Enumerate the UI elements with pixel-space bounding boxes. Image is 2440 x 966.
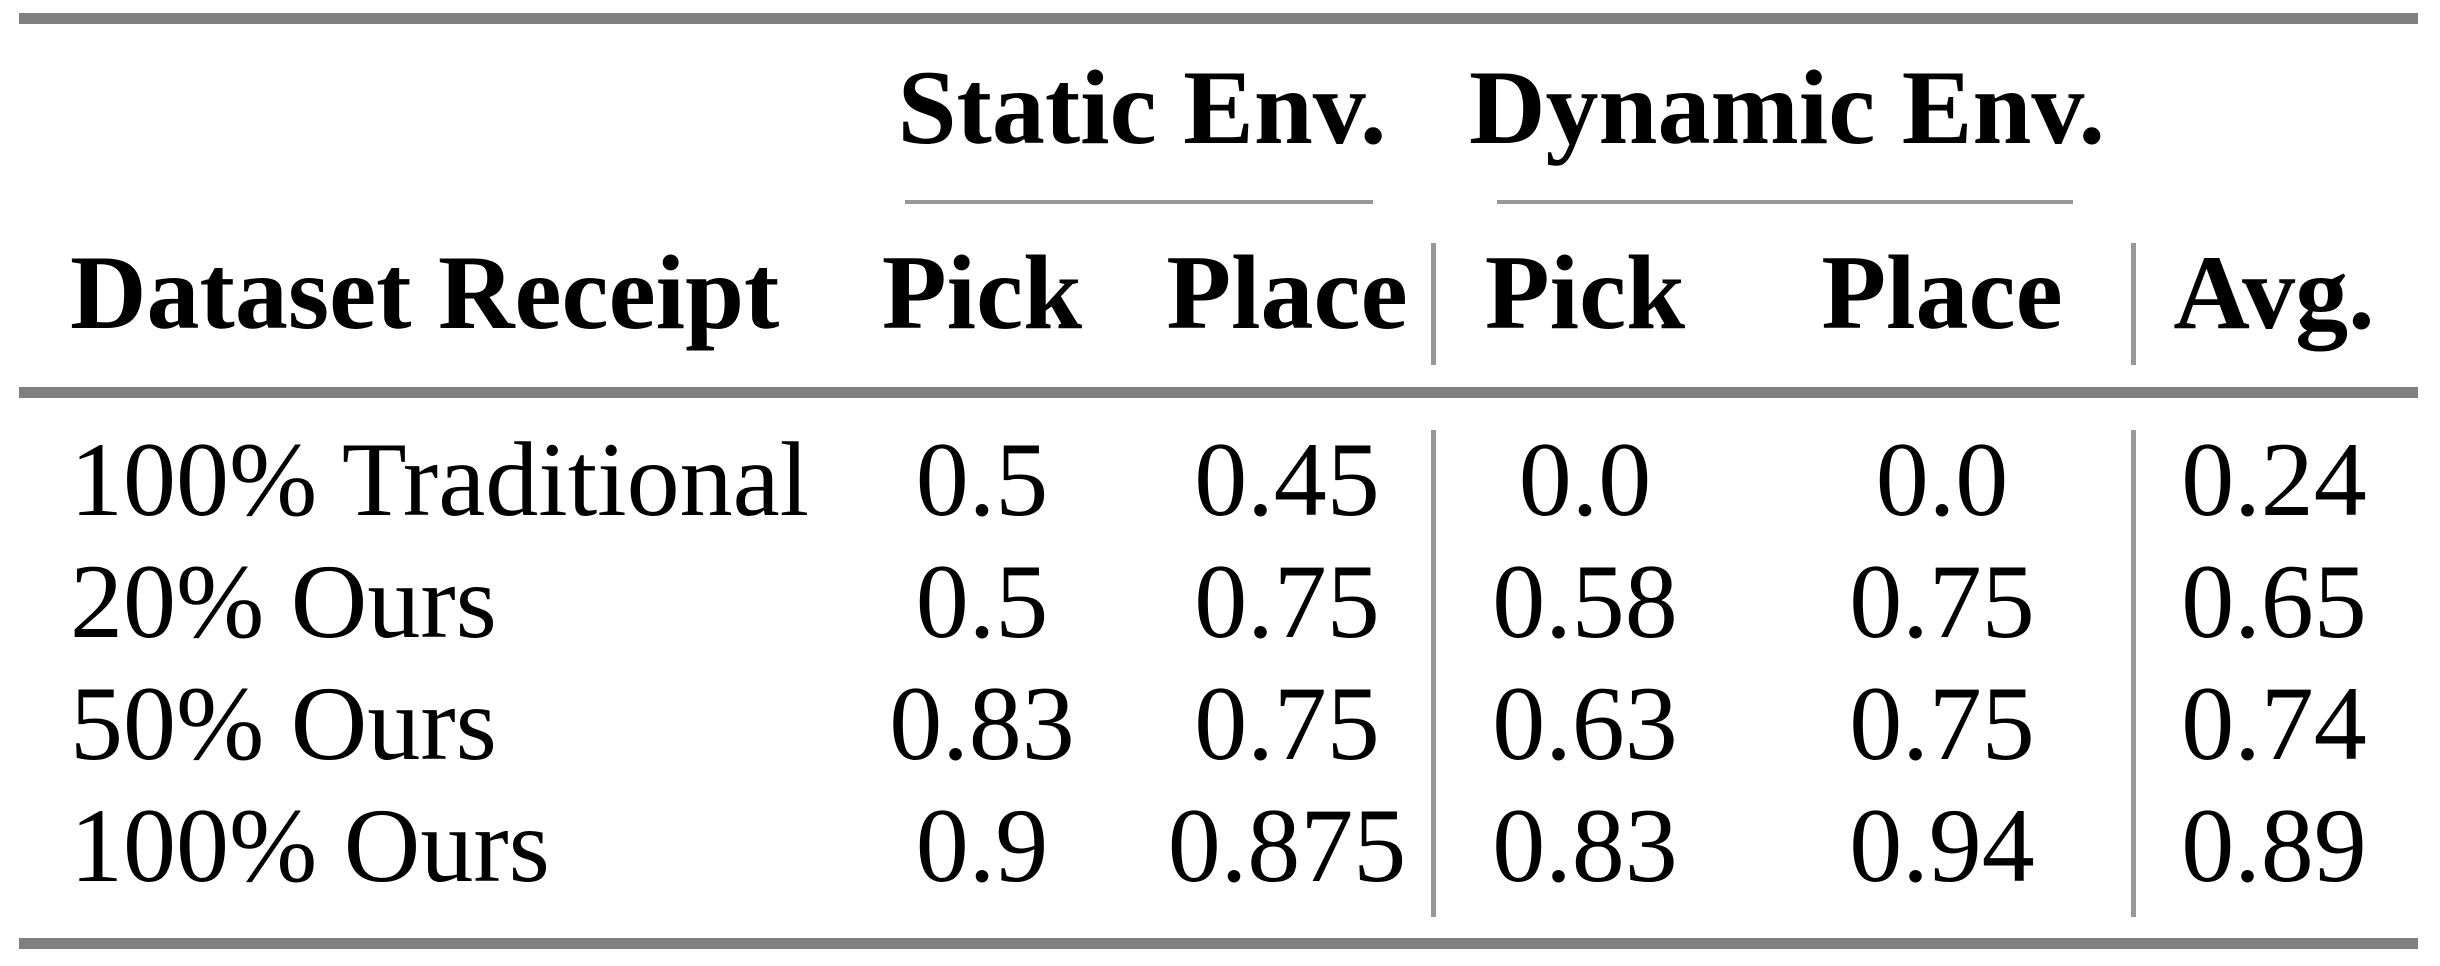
dynamic-env-span-rule [1497,200,2073,204]
table-cell: 0.74 [2181,665,2367,782]
row-label: 20% Ours [70,543,497,660]
table-cell: 0.75 [1849,543,2035,660]
table-cell: 0.875 [1167,787,1407,904]
row-label: 50% Ours [70,665,497,782]
column-header-dynamic-place: Place [1821,234,2063,351]
group-header-dynamic-env: Dynamic Env. [1468,49,2106,166]
bottom-rule [19,938,2418,949]
table-cell: 0.94 [1849,787,2035,904]
table-cell: 0.63 [1492,665,1678,782]
row-label: 100% Traditional [70,421,810,538]
vertical-rule-1-body [1431,430,1436,917]
table-cell: 0.0 [1518,421,1652,538]
column-header-dynamic-pick: Pick [1484,234,1686,351]
column-header-static-place: Place [1166,234,1408,351]
column-header-static-pick: Pick [881,234,1083,351]
table-cell: 0.0 [1875,421,2009,538]
table-cell: 0.75 [1194,665,1380,782]
table-cell: 0.45 [1194,421,1380,538]
table-cell: 0.83 [1492,787,1678,904]
table-cell: 0.83 [889,665,1075,782]
table-cell: 0.5 [915,543,1049,660]
table-cell: 0.58 [1492,543,1678,660]
static-env-span-rule [905,200,1373,204]
table-cell: 0.75 [1849,665,2035,782]
table-cell: 0.24 [2181,421,2367,538]
table-cell: 0.9 [915,787,1049,904]
column-header-avg: Avg. [2173,234,2375,351]
table-cell: 0.5 [915,421,1049,538]
vertical-rule-2-body [2131,430,2136,917]
top-rule [19,13,2418,24]
vertical-rule-2-header [2131,243,2136,365]
table-cell: 0.75 [1194,543,1380,660]
group-header-static-env: Static Env. [897,49,1387,166]
column-header-dataset-receipt: Dataset Receipt [70,234,780,351]
table-cell: 0.65 [2181,543,2367,660]
header-rule [19,387,2418,398]
row-label: 100% Ours [70,787,550,904]
table-cell: 0.89 [2181,787,2367,904]
vertical-rule-1-header [1431,243,1436,365]
